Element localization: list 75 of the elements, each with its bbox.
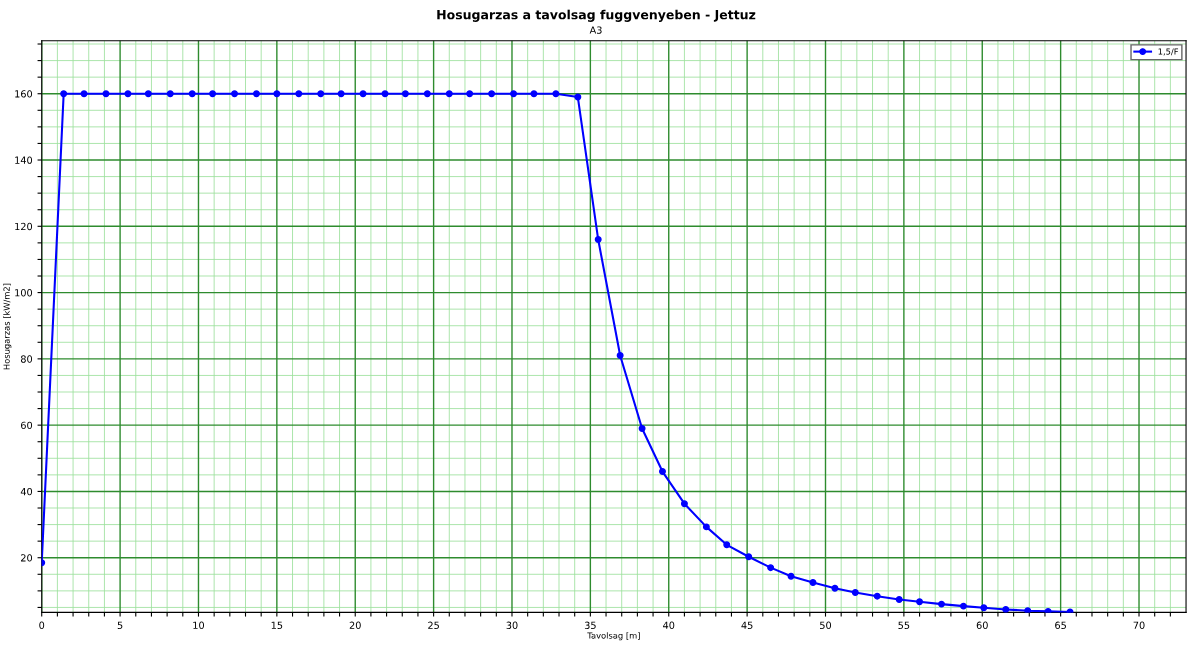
x-tick-label: 0 bbox=[39, 621, 45, 629]
x-tick-label: 10 bbox=[193, 621, 205, 629]
point bbox=[787, 572, 795, 580]
point bbox=[102, 90, 110, 98]
point bbox=[80, 90, 88, 98]
point bbox=[144, 90, 152, 98]
y-tick-label: 120 bbox=[15, 222, 33, 231]
point bbox=[552, 90, 560, 98]
point bbox=[1044, 607, 1052, 613]
point bbox=[851, 589, 859, 596]
point bbox=[510, 90, 518, 98]
point bbox=[60, 90, 68, 98]
y-tick-label: 80 bbox=[20, 355, 33, 363]
point bbox=[873, 592, 881, 600]
point bbox=[959, 602, 967, 610]
point bbox=[916, 598, 924, 606]
point bbox=[980, 604, 988, 612]
point bbox=[616, 352, 624, 360]
point bbox=[337, 90, 345, 98]
point bbox=[638, 424, 646, 432]
y-axis-title: Hosugarzas [kW/m2] bbox=[3, 283, 12, 370]
point bbox=[401, 90, 409, 98]
y-tick-label: 140 bbox=[15, 156, 33, 164]
point bbox=[680, 500, 688, 508]
point bbox=[895, 596, 903, 603]
x-axis-title: Tavolsag [m] bbox=[587, 632, 640, 641]
chart-subtitle: A3 bbox=[589, 26, 602, 34]
point bbox=[124, 90, 132, 98]
x-tick-label: 55 bbox=[898, 621, 910, 629]
point bbox=[938, 600, 945, 608]
point bbox=[767, 564, 775, 572]
point bbox=[423, 90, 431, 98]
y-tick-label: 40 bbox=[20, 487, 33, 496]
point bbox=[745, 553, 753, 561]
x-tick-label: 5 bbox=[117, 621, 123, 629]
y-tick-label: 160 bbox=[15, 90, 33, 98]
point bbox=[594, 236, 602, 244]
y-tick-label: 100 bbox=[15, 289, 33, 297]
point bbox=[530, 90, 538, 98]
point bbox=[659, 468, 666, 476]
x-tick-label: 15 bbox=[271, 621, 283, 629]
point bbox=[466, 90, 474, 98]
point bbox=[209, 90, 217, 98]
point bbox=[723, 541, 731, 549]
x-tick-label: 45 bbox=[741, 621, 753, 629]
x-tick-label: 25 bbox=[428, 621, 439, 629]
x-tick-label: 60 bbox=[976, 621, 988, 629]
point bbox=[273, 90, 281, 98]
point bbox=[317, 90, 325, 98]
y-tick-label: 60 bbox=[21, 421, 33, 429]
chart-title: Hosugarzas a tavolsag fuggvenyeben - Jettuz bbox=[437, 9, 756, 22]
legend-label: 1,5/F bbox=[1158, 48, 1179, 56]
x-tick-label: 20 bbox=[349, 621, 361, 629]
point bbox=[295, 90, 303, 98]
point bbox=[445, 90, 453, 98]
point bbox=[231, 90, 239, 98]
point bbox=[488, 90, 496, 98]
y-tick-label: 20 bbox=[21, 554, 33, 562]
x-tick-label: 30 bbox=[506, 621, 518, 629]
point bbox=[1002, 605, 1010, 613]
x-tick-label: 35 bbox=[584, 621, 596, 629]
point bbox=[1024, 607, 1032, 613]
x-tick-label: 40 bbox=[663, 621, 675, 629]
x-tick-label: 65 bbox=[1055, 621, 1066, 629]
point bbox=[359, 90, 367, 98]
point bbox=[381, 90, 389, 98]
point bbox=[702, 523, 710, 531]
point bbox=[574, 93, 582, 101]
x-tick-label: 50 bbox=[820, 621, 832, 629]
point bbox=[253, 90, 260, 98]
point bbox=[809, 579, 817, 587]
x-tick-label: 70 bbox=[1133, 621, 1145, 629]
point bbox=[831, 584, 839, 592]
point bbox=[188, 90, 196, 98]
point bbox=[166, 90, 174, 98]
